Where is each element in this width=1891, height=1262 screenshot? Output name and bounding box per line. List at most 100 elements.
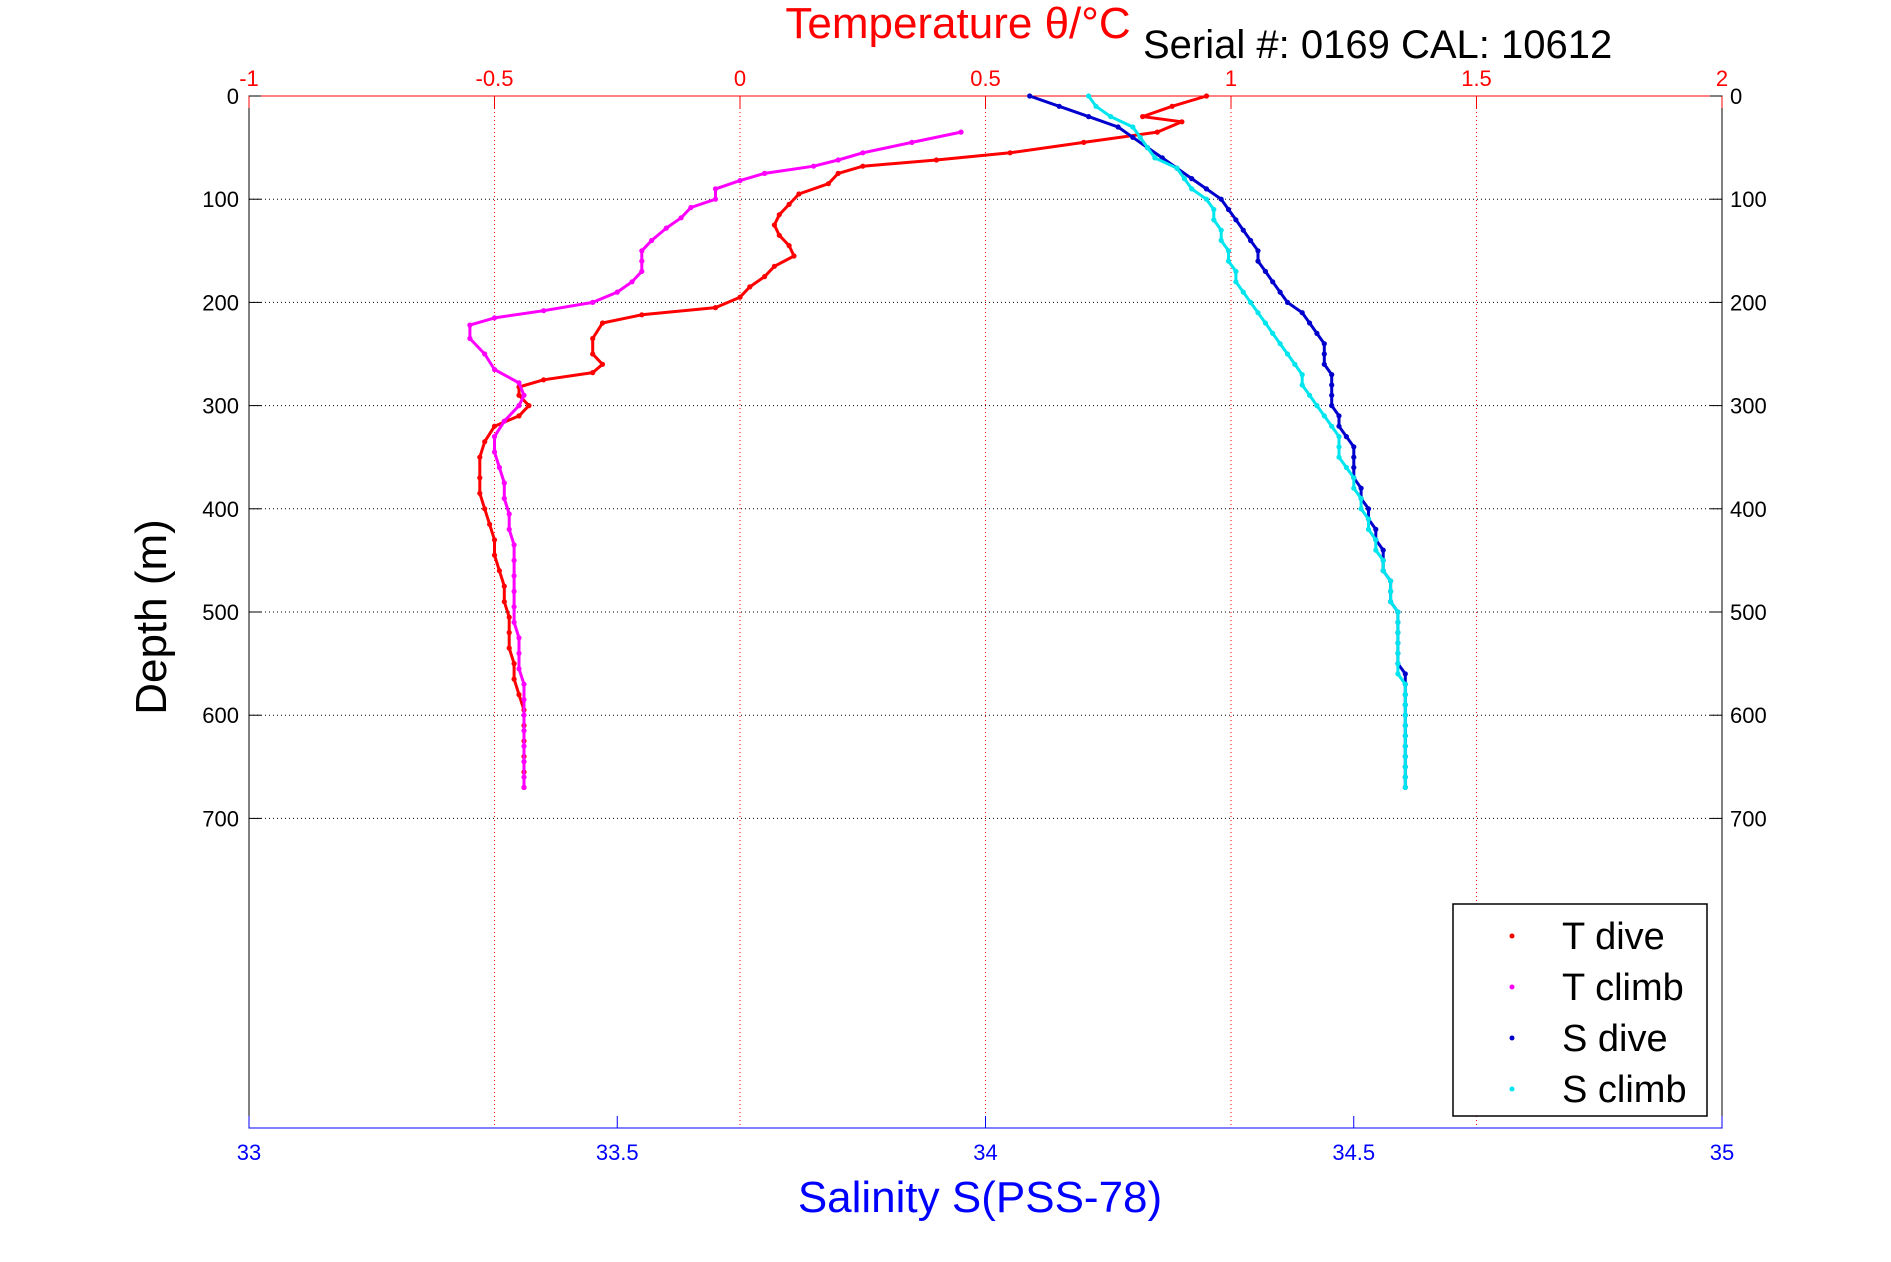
- data-point-s-climb: [1233, 268, 1239, 274]
- data-point-s-climb: [1402, 702, 1408, 708]
- data-point-t-climb: [811, 163, 817, 169]
- data-point-s-dive: [1336, 423, 1342, 429]
- data-point-t-dive: [860, 163, 866, 169]
- data-point-s-climb: [1225, 258, 1232, 264]
- data-point-s-climb: [1108, 114, 1114, 120]
- data-point-t-dive: [796, 191, 802, 197]
- data-point-s-climb: [1395, 619, 1401, 625]
- legend-label-s-dive: S dive: [1562, 1018, 1668, 1060]
- data-point-s-dive: [1277, 289, 1283, 295]
- data-point-s-climb: [1402, 753, 1408, 760]
- data-point-s-climb: [1336, 444, 1342, 450]
- legend-marker-s-dive: [1509, 1035, 1515, 1041]
- data-point-t-climb: [516, 650, 522, 656]
- data-point-s-climb: [1373, 537, 1379, 543]
- data-point-t-dive: [516, 392, 522, 398]
- data-point-s-climb: [1225, 248, 1232, 254]
- data-point-t-climb: [541, 308, 547, 314]
- data-point-s-dive: [1365, 506, 1372, 512]
- data-point-s-climb: [1373, 547, 1379, 553]
- data-point-t-climb: [491, 449, 498, 455]
- data-point-t-climb: [712, 186, 719, 192]
- data-point-s-dive: [1307, 320, 1313, 326]
- data-point-t-climb: [521, 697, 527, 703]
- data-point-s-climb: [1395, 609, 1401, 615]
- data-point-t-dive: [477, 454, 483, 460]
- data-point-s-climb: [1299, 382, 1305, 388]
- data-point-t-climb: [501, 495, 507, 502]
- data-point-t-climb: [649, 237, 655, 244]
- data-point-t-dive: [541, 377, 547, 383]
- data-point-t-dive: [487, 521, 493, 527]
- data-point-t-dive: [776, 232, 782, 238]
- series-trace-t-dive: [478, 94, 1207, 788]
- data-point-s-climb: [1189, 186, 1195, 192]
- depth-tick-label-left: 700: [202, 806, 239, 831]
- data-point-s-dive: [1329, 372, 1335, 378]
- data-point-t-climb: [678, 215, 684, 221]
- data-point-s-climb: [1211, 217, 1217, 223]
- data-point-t-dive: [590, 351, 596, 357]
- data-point-s-climb: [1130, 124, 1136, 130]
- data-point-t-dive: [482, 439, 488, 445]
- data-point-t-climb: [521, 743, 527, 749]
- data-point-t-climb: [521, 759, 527, 765]
- temperature-tick-label: 2: [1716, 66, 1728, 91]
- data-point-s-dive: [1351, 444, 1357, 450]
- data-point-t-dive: [506, 630, 512, 636]
- depth-tick-label-left: 500: [202, 600, 239, 625]
- temperature-tick-label: -0.5: [476, 66, 514, 91]
- data-point-t-climb: [521, 392, 527, 398]
- depth-tick-label-right: 700: [1730, 806, 1767, 831]
- temperature-axis-title: Temperature θ/°C: [785, 0, 1130, 48]
- data-point-t-climb: [639, 248, 645, 254]
- data-point-s-climb: [1402, 733, 1408, 739]
- data-point-t-climb: [958, 129, 964, 135]
- depth-tick-label-right: 100: [1730, 187, 1767, 212]
- temperature-tick-label: 0: [734, 66, 746, 91]
- data-point-s-climb: [1240, 289, 1246, 295]
- data-point-t-climb: [516, 666, 522, 672]
- data-point-s-climb: [1277, 341, 1283, 347]
- data-point-t-climb: [511, 557, 517, 564]
- data-point-t-dive: [933, 157, 940, 163]
- data-point-s-dive: [1255, 258, 1261, 264]
- data-point-t-dive: [791, 253, 797, 259]
- data-point-s-climb: [1388, 599, 1394, 605]
- data-point-t-dive: [786, 201, 792, 207]
- data-point-t-dive: [771, 263, 778, 269]
- data-point-s-climb: [1314, 403, 1320, 409]
- data-point-s-dive: [1321, 341, 1327, 347]
- data-point-t-dive: [516, 413, 522, 419]
- data-point-s-dive: [1358, 485, 1364, 491]
- data-point-t-dive: [496, 568, 502, 574]
- data-point-t-dive: [1169, 103, 1175, 109]
- data-point-s-climb: [1181, 176, 1187, 182]
- legend-items: T dive T climb S dive S climb: [1509, 916, 1687, 1111]
- temperature-tick-label: 0.5: [970, 66, 1001, 91]
- data-point-t-climb: [501, 480, 507, 486]
- data-point-s-climb: [1395, 661, 1401, 667]
- data-point-s-dive: [1056, 103, 1062, 109]
- data-point-t-dive: [491, 537, 498, 543]
- data-point-s-climb: [1203, 196, 1209, 202]
- data-point-t-dive: [477, 475, 483, 481]
- data-point-s-dive: [1402, 671, 1408, 677]
- data-point-t-climb: [688, 204, 694, 211]
- data-point-s-climb: [1248, 299, 1254, 305]
- data-point-t-climb: [501, 418, 507, 424]
- legend-label-s-climb: S climb: [1562, 1069, 1687, 1111]
- data-point-t-climb: [521, 712, 527, 718]
- data-point-s-climb: [1255, 310, 1261, 316]
- data-point-t-climb: [639, 268, 645, 274]
- temperature-tick-label: 1: [1225, 66, 1237, 91]
- data-point-s-climb: [1321, 413, 1327, 419]
- salinity-axis-title: Salinity S(PSS-78): [798, 1173, 1162, 1222]
- data-point-t-climb: [663, 225, 669, 231]
- data-point-t-dive: [482, 506, 488, 512]
- data-point-s-dive: [1321, 361, 1327, 367]
- data-point-t-dive: [786, 243, 792, 249]
- depth-tick-label-left: 200: [202, 290, 239, 315]
- data-point-s-climb: [1299, 372, 1305, 378]
- data-point-s-dive: [1203, 186, 1209, 192]
